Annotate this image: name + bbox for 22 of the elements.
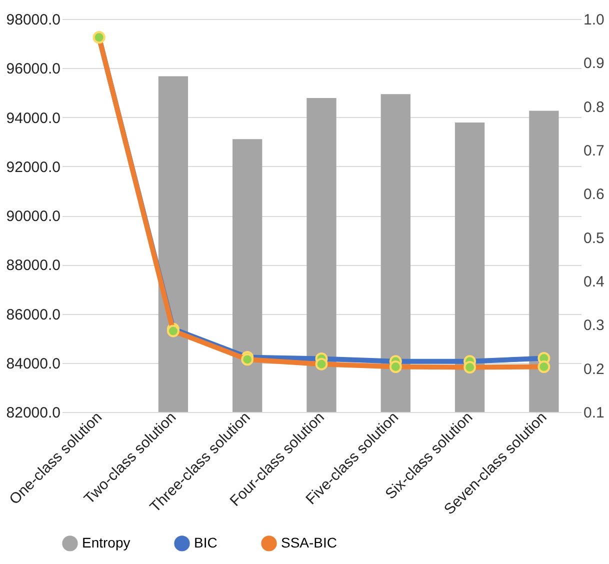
y2-tick-label: 0.4 xyxy=(584,274,604,290)
y2-tick-label: 0.9 xyxy=(584,55,604,72)
y-tick-label: 98000.0 xyxy=(6,12,60,28)
y2-tick-label: 0.7 xyxy=(584,142,604,160)
y2-tick-label: 0.6 xyxy=(584,186,604,204)
legend-label: SSA-BIC xyxy=(281,534,338,550)
y2-tick-label: 0.3 xyxy=(584,317,604,334)
legend-label: BIC xyxy=(194,534,218,550)
y-tick-label: 88000.0 xyxy=(6,257,60,274)
y-tick-label: 96000.0 xyxy=(6,60,60,78)
y2-tick-label: 0.5 xyxy=(584,230,604,247)
y2-tick-label: 0.2 xyxy=(584,360,604,378)
y-tick-label: 84000.0 xyxy=(6,355,60,372)
y-tick-label: 94000.0 xyxy=(6,110,60,127)
y-tick-label: 90000.0 xyxy=(6,208,60,225)
y-tick-label: 92000.0 xyxy=(6,158,60,176)
legend-label: Entropy xyxy=(82,534,130,550)
y2-tick-label: 0.1 xyxy=(584,404,604,422)
y2-tick-label: 1.0 xyxy=(584,12,604,28)
y-tick-label: 82000.0 xyxy=(6,404,60,422)
y2-tick-label: 0.8 xyxy=(584,98,604,116)
y-tick-label: 86000.0 xyxy=(6,306,60,324)
